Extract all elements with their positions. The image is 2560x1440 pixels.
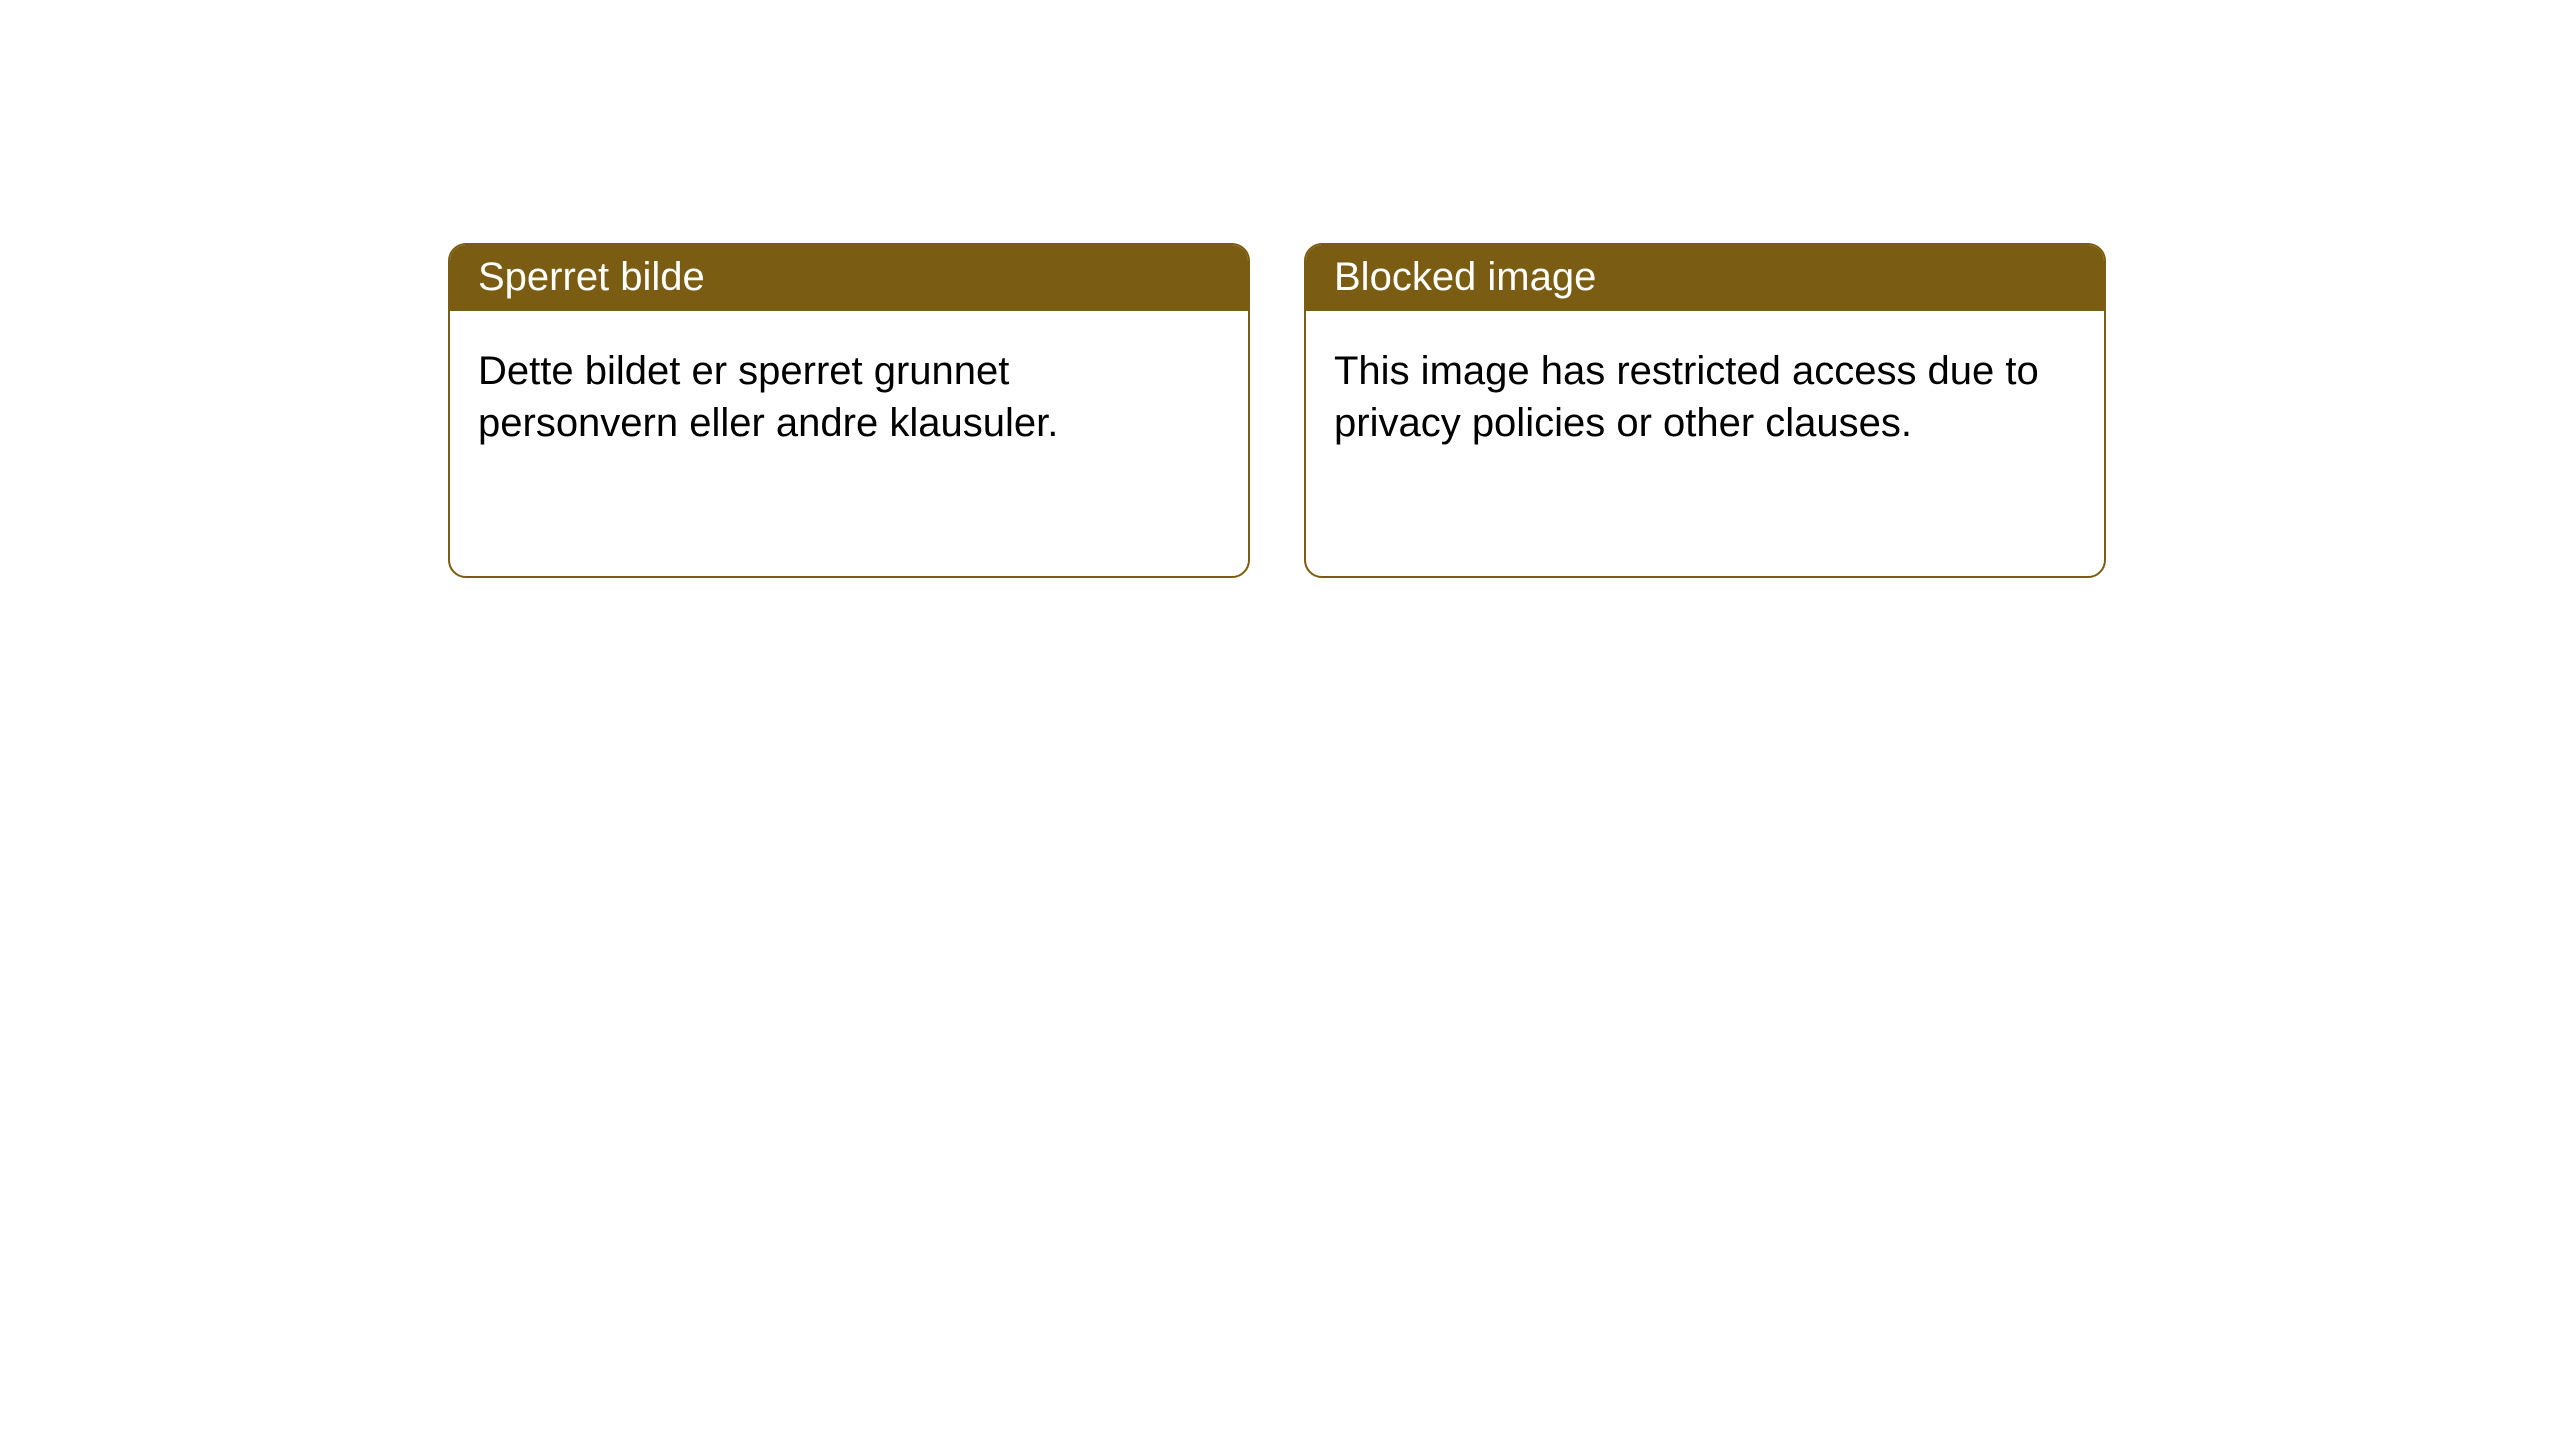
card-title: Blocked image — [1334, 255, 1596, 299]
card-body: This image has restricted access due to … — [1306, 311, 2104, 483]
notice-cards-container: Sperret bilde Dette bildet er sperret gr… — [448, 243, 2106, 578]
card-title: Sperret bilde — [478, 255, 705, 299]
card-body: Dette bildet er sperret grunnet personve… — [450, 311, 1248, 483]
notice-card-english: Blocked image This image has restricted … — [1304, 243, 2106, 578]
notice-card-norwegian: Sperret bilde Dette bildet er sperret gr… — [448, 243, 1250, 578]
card-body-text: This image has restricted access due to … — [1334, 349, 2039, 445]
card-body-text: Dette bildet er sperret grunnet personve… — [478, 349, 1058, 445]
card-header: Blocked image — [1306, 245, 2104, 311]
card-header: Sperret bilde — [450, 245, 1248, 311]
